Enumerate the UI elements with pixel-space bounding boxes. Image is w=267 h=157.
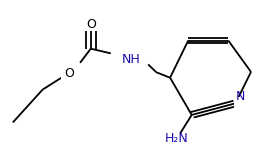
Bar — [117, 53, 144, 67]
Bar — [83, 18, 99, 31]
Text: H₂N: H₂N — [164, 132, 188, 145]
Bar — [61, 67, 77, 79]
Text: O: O — [86, 18, 96, 31]
Text: NH: NH — [121, 53, 140, 66]
Bar — [160, 133, 192, 147]
Text: N: N — [235, 90, 245, 103]
Text: O: O — [64, 67, 74, 79]
Bar — [234, 97, 250, 110]
